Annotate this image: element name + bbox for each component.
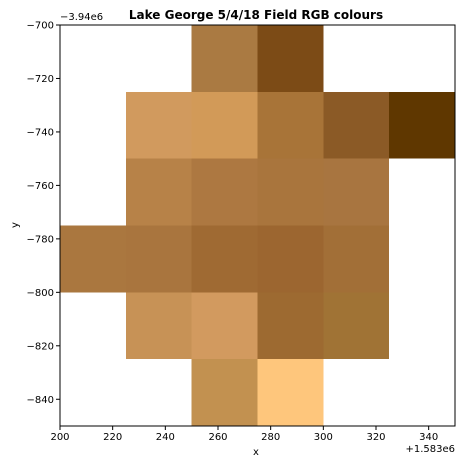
heatmap-cell [257, 25, 324, 92]
heatmap-cell [191, 91, 258, 159]
heatmap-cell [389, 91, 455, 159]
x-tick-label: 220 [103, 432, 122, 443]
heatmap-cell [323, 225, 390, 293]
heatmap-cell [323, 158, 390, 226]
heatmap-cell [60, 225, 126, 293]
y-axis-offset-label: −3.94e6 [60, 12, 103, 23]
heatmap-cell [191, 359, 258, 426]
y-tick-label: −760 [27, 181, 54, 192]
heatmap-cell [191, 158, 258, 226]
x-tick-label: 240 [156, 432, 175, 443]
y-axis-label: y [10, 222, 21, 228]
chart-title: Lake George 5/4/18 Field RGB colours [129, 8, 383, 22]
heatmap-cell [257, 292, 324, 360]
heatmap-cell [323, 91, 390, 159]
y-tick-label: −840 [27, 395, 54, 406]
x-tick-label: 280 [261, 432, 280, 443]
plot-frame [59, 24, 456, 427]
y-tick-label: −740 [27, 127, 54, 138]
x-tick-label: 320 [366, 432, 385, 443]
plot-area: 200 220 240 260 280 300 320 340 −700 −720 −740 −760… [27, 21, 456, 443]
heatmap-cell [257, 225, 324, 293]
heatmap-cell [191, 225, 258, 293]
heatmap-cell [191, 292, 258, 360]
x-tick-label: 340 [419, 432, 438, 443]
heatmap-cell [323, 292, 390, 360]
y-tick-label: −700 [27, 21, 54, 32]
y-tick-label: −720 [27, 74, 54, 85]
heatmap-cell [125, 292, 192, 360]
y-tick-label: −820 [27, 341, 54, 352]
heatmap-cell [125, 91, 192, 159]
x-tick-label: 300 [314, 432, 333, 443]
heatmap-cell [125, 225, 192, 293]
x-tick-label: 200 [50, 432, 69, 443]
x-tick-label: 260 [208, 432, 227, 443]
heatmap-cell [191, 25, 258, 92]
x-axis-offset-label: +1.583e6 [405, 444, 455, 455]
x-axis-label: x [253, 447, 259, 458]
y-tick-label: −780 [27, 234, 54, 245]
heatmap-cell [257, 359, 324, 426]
heatmap-cell [257, 91, 324, 159]
heatmap-cell [125, 158, 192, 226]
y-tick-label: −800 [27, 288, 54, 299]
heatmap-cell [257, 158, 324, 226]
